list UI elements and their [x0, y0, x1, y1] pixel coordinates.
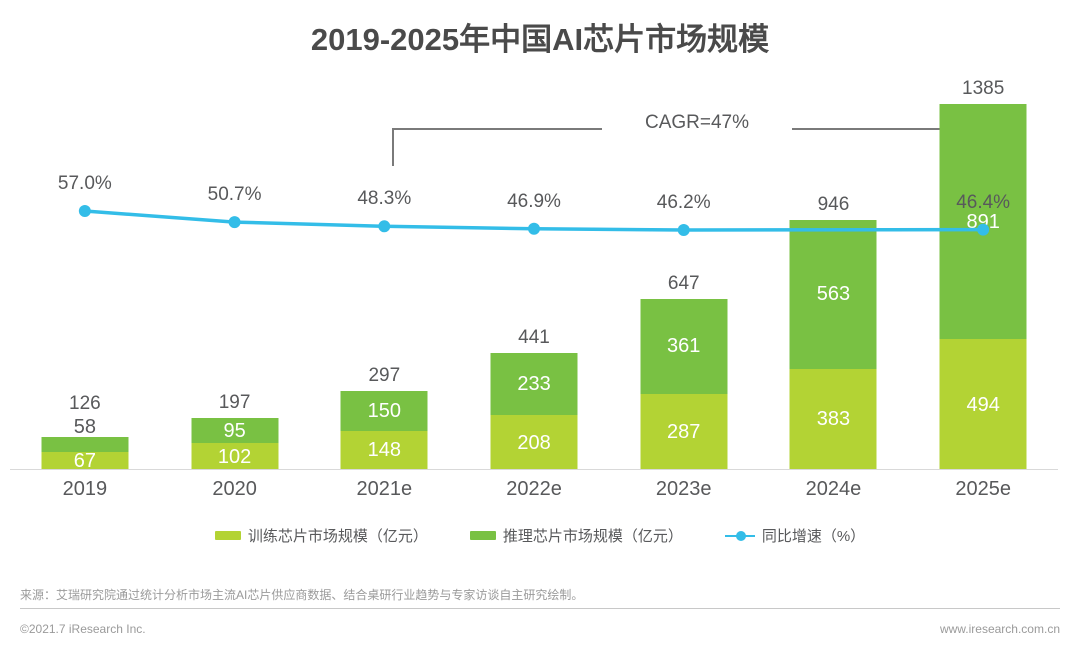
- chart-canvas: CAGR=47% 58 67 126 95 102 197 150 148 297 233 208 4…: [0, 78, 1080, 478]
- bar-segment-training-value: 102: [217, 445, 252, 468]
- bar-column[interactable]: 563 383 946: [759, 78, 909, 470]
- bar-segment-inference[interactable]: 95: [191, 417, 279, 444]
- bar-column[interactable]: 95 102 197: [160, 78, 310, 470]
- bar-segment-training-value: 494: [966, 393, 1000, 416]
- legend-line-marker-icon: [724, 530, 755, 541]
- copyright-text: ©2021.7 iResearch Inc.: [20, 622, 146, 636]
- bar-segment-inference[interactable]: 361: [640, 298, 728, 395]
- bar-segment-inference[interactable]: 58: [41, 417, 129, 453]
- bar-segment-inference-value: 95: [223, 419, 246, 442]
- bar-total-label: 297: [368, 365, 401, 387]
- stacked-bar[interactable]: 233 208: [490, 353, 578, 470]
- bar-column[interactable]: 361 287 647: [609, 78, 759, 470]
- bar-total-label: 441: [518, 327, 550, 349]
- legend-item[interactable]: 同比增速（%）: [724, 525, 866, 546]
- x-axis-label: 2021e: [356, 478, 413, 500]
- x-axis-label: 2020: [212, 478, 257, 500]
- bar-total-label: 197: [218, 391, 251, 413]
- bar-segment-training-value: 383: [816, 408, 851, 431]
- page-footer: ©2021.7 iResearch Inc. www.iresearch.com…: [20, 622, 1060, 636]
- bar-total-label: 1385: [962, 78, 1005, 99]
- bar-segment-inference-value: 150: [367, 400, 401, 423]
- cagr-bracket-right-line: [792, 128, 1002, 130]
- cagr-bracket-left-tick: [392, 128, 394, 166]
- page-title: 2019-2025年中国AI芯片市场规模: [310, 22, 770, 57]
- bar-total-label: 647: [667, 272, 700, 294]
- legend-color-swatch: [469, 531, 496, 540]
- x-axis-label: 2025e: [955, 478, 1011, 500]
- bar-segment-inference-value: 361: [667, 335, 701, 358]
- bar-segment-inference[interactable]: 891: [939, 104, 1027, 340]
- legend-item-label: 同比增速（%）: [761, 528, 866, 545]
- legend-line-dot-icon: [735, 530, 746, 541]
- bar-segment-training[interactable]: 383: [789, 368, 877, 470]
- bar-column[interactable]: 150 148 297: [309, 78, 459, 470]
- bar-segment-training[interactable]: 148: [340, 430, 428, 470]
- stacked-bar[interactable]: 563 383: [789, 220, 877, 470]
- bar-segment-training[interactable]: 208: [490, 415, 578, 470]
- bar-segment-inference-value: 233: [517, 373, 551, 396]
- bar-column[interactable]: 58 67 126: [10, 78, 160, 473]
- legend-color-swatch: [214, 531, 241, 540]
- bar-segment-training-value: 67: [73, 450, 96, 473]
- x-axis-label: 2024e: [805, 478, 862, 500]
- bar-segment-training-value: 287: [667, 421, 701, 444]
- legend-item-label: 训练芯片市场规模（亿元）: [247, 528, 428, 545]
- x-axis-label: 2022e: [506, 478, 562, 500]
- bar-segment-training[interactable]: 494: [939, 339, 1027, 470]
- bar-columns: 58 67 126 95 102 197 150 148 297 233 208 441 361 287 6…: [10, 78, 1058, 473]
- bar-segment-training[interactable]: 67: [41, 450, 129, 473]
- bar-segment-inference[interactable]: 150: [340, 391, 428, 431]
- stacked-bar[interactable]: 95 102: [191, 417, 279, 470]
- x-axis-label: 2019: [62, 478, 108, 500]
- bar-segment-inference[interactable]: 563: [789, 220, 877, 369]
- stacked-bar[interactable]: 891 494: [939, 104, 1027, 470]
- bar-segment-training[interactable]: 287: [640, 394, 728, 470]
- chart-legend: 训练芯片市场规模（亿元） 推理芯片市场规模（亿元） 同比增速（%）: [0, 525, 1080, 546]
- bar-segment-training[interactable]: 102: [191, 443, 279, 470]
- bar-segment-inference[interactable]: 233: [490, 353, 578, 416]
- stacked-bar[interactable]: 150 148: [340, 391, 428, 470]
- bar-segment-training-value: 208: [517, 431, 551, 454]
- x-axis-line: [10, 469, 1058, 470]
- bar-segment-inference-value: 563: [816, 283, 851, 306]
- legend-item-label: 推理芯片市场规模（亿元）: [502, 528, 683, 545]
- legend-item[interactable]: 训练芯片市场规模（亿元）: [214, 525, 428, 546]
- bar-segment-inference-value: 891: [966, 210, 1000, 233]
- cagr-label: CAGR=47%: [644, 112, 750, 133]
- source-note: 来源：艾瑞研究院通过统计分析市场主流AI芯片供应商数据、结合桌研行业趋势与专家访…: [20, 586, 1060, 609]
- x-axis-labels: 2019 2020 2021e 2022e 2023e 2024e 2025e: [10, 478, 1058, 501]
- cagr-bracket-left-line: [392, 128, 602, 130]
- bar-segment-inference-value: 58: [73, 415, 96, 438]
- bar-segment-training-value: 148: [367, 439, 401, 462]
- bar-column[interactable]: 233 208 441: [459, 78, 609, 470]
- website-link[interactable]: www.iresearch.com.cn: [939, 622, 1060, 636]
- bar-total-label: 126: [69, 392, 101, 414]
- bar-column[interactable]: 891 494 1385: [908, 78, 1058, 470]
- stacked-bar[interactable]: 361 287: [640, 298, 728, 470]
- stacked-bar[interactable]: 58 67: [41, 417, 129, 473]
- x-axis-label: 2023e: [655, 478, 712, 500]
- bar-total-label: 946: [817, 194, 850, 216]
- legend-item[interactable]: 推理芯片市场规模（亿元）: [469, 525, 683, 546]
